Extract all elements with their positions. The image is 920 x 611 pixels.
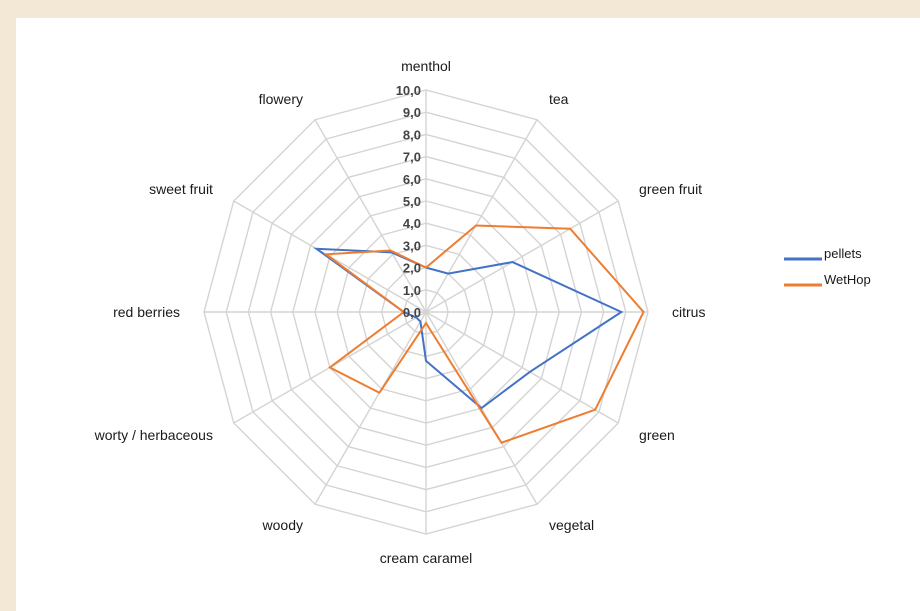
tick-label: 3,0: [403, 238, 421, 253]
series-line-pellets: [313, 247, 624, 410]
category-label: menthol: [401, 58, 451, 74]
series-line-wethop: [323, 224, 645, 444]
category-label: citrus: [672, 304, 705, 320]
tick-label: 4,0: [403, 216, 421, 231]
legend-entry-label: pellets: [824, 246, 862, 261]
tick-label: 0,0: [403, 305, 421, 320]
tick-label: 7,0: [403, 150, 421, 165]
tick-label: 5,0: [403, 194, 421, 209]
category-label: red berries: [113, 304, 180, 320]
category-label: flowery: [259, 91, 303, 107]
grid-spoke: [314, 311, 427, 505]
tick-label: 9,0: [403, 105, 421, 120]
tick-label: 2,0: [403, 261, 421, 276]
category-label: cream caramel: [380, 550, 473, 566]
category-label: green fruit: [639, 181, 702, 197]
series-layer: [313, 224, 645, 444]
legend-entry-label: WetHop: [824, 272, 871, 287]
tick-label: 8,0: [403, 127, 421, 142]
category-label: vegetal: [549, 517, 594, 533]
grid-spoke: [425, 200, 619, 313]
category-label: worty / herbaceous: [94, 427, 213, 443]
tick-label: 6,0: [403, 172, 421, 187]
grid-spoke: [425, 119, 538, 313]
category-label: green: [639, 427, 675, 443]
category-label: sweet fruit: [149, 181, 213, 197]
radar-grid: [203, 89, 649, 535]
chart-panel: [16, 18, 920, 611]
tick-label: 10,0: [396, 83, 421, 98]
grid-spoke: [425, 311, 619, 424]
radial-ticks: 0,0 1,0 2,0 3,0 4,0 5,0 6,0 7,0 8,0 9,0 10,0: [396, 83, 421, 320]
category-label: tea: [549, 91, 569, 107]
legend: pellets WetHop: [784, 246, 871, 287]
category-label: woody: [262, 517, 303, 533]
tick-label: 1,0: [403, 283, 421, 298]
category-labels: menthol tea green fruit citrus green vegetal c…: [94, 58, 706, 566]
grid-spoke: [314, 119, 427, 313]
